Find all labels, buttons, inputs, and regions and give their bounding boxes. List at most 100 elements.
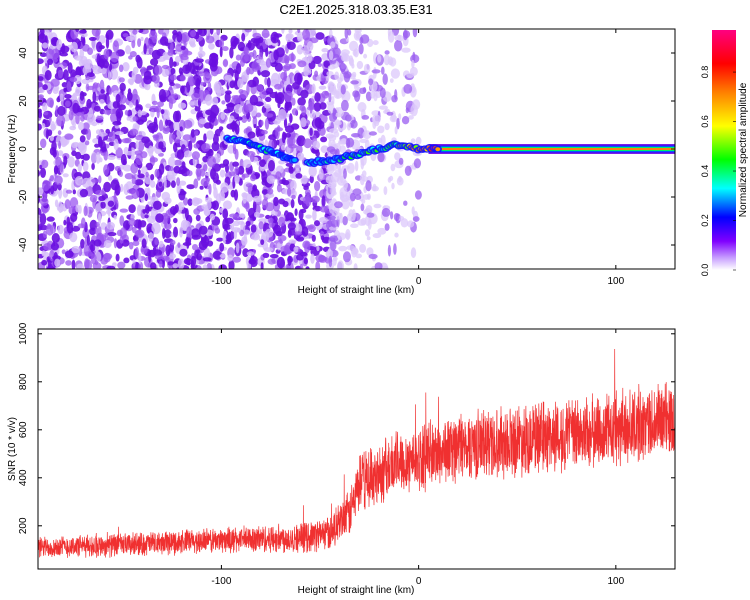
noise-speck — [271, 72, 280, 85]
noise-speck — [361, 198, 366, 204]
noise-speck — [56, 97, 61, 103]
noise-speck — [261, 189, 269, 195]
noise-speck — [311, 83, 316, 94]
noise-speck — [57, 201, 63, 214]
noise-speck — [330, 185, 336, 196]
noise-speck — [288, 239, 297, 244]
noise-speck — [326, 146, 336, 153]
noise-speck — [108, 87, 113, 95]
noise-speck — [321, 48, 329, 53]
noise-speck — [251, 61, 260, 72]
noise-speck — [146, 65, 154, 70]
noise-speck — [284, 90, 293, 103]
noise-speck — [38, 33, 47, 44]
noise-speck — [389, 78, 394, 83]
noise-speck — [390, 68, 400, 79]
noise-speck — [352, 49, 357, 57]
noise-speck — [258, 52, 264, 61]
noise-speck — [343, 251, 351, 263]
noise-speck — [393, 213, 400, 221]
noise-speck — [123, 257, 130, 264]
noise-speck — [137, 169, 141, 175]
noise-speck — [280, 144, 286, 151]
noise-speck — [44, 70, 52, 81]
noise-speck — [296, 144, 303, 155]
noise-speck — [300, 89, 309, 99]
noise-speck — [98, 132, 108, 137]
noise-speck — [90, 152, 97, 164]
noise-speck — [98, 195, 106, 202]
noise-speck — [173, 142, 178, 153]
noise-speck — [51, 140, 57, 152]
noise-speck — [75, 176, 84, 186]
noise-speck — [410, 104, 418, 117]
noise-speck — [75, 86, 81, 97]
noise-speck — [98, 213, 102, 225]
noise-speck — [161, 255, 170, 261]
noise-speck — [308, 98, 315, 107]
noise-speck — [249, 94, 259, 106]
noise-speck — [274, 83, 282, 90]
noise-speck — [125, 195, 134, 200]
noise-speck — [178, 102, 187, 109]
snr-x-ticks: -100 0 100 — [211, 329, 625, 587]
noise-speck — [78, 204, 82, 214]
noise-speck — [206, 130, 215, 140]
noise-speck — [104, 232, 109, 238]
noise-speck — [328, 255, 333, 268]
noise-speck — [152, 74, 160, 84]
noise-speck — [125, 36, 135, 42]
noise-speck — [207, 81, 212, 92]
noise-speck — [155, 190, 162, 198]
noise-speck — [141, 136, 151, 144]
noise-speck — [391, 182, 395, 190]
noise-speck — [265, 58, 272, 68]
noise-speck — [83, 205, 88, 217]
noise-speck — [220, 182, 229, 193]
noise-speck — [41, 250, 46, 257]
noise-speck — [91, 29, 101, 37]
noise-speck — [114, 165, 121, 172]
noise-speck — [79, 188, 89, 198]
noise-speck — [267, 188, 274, 195]
noise-speck — [359, 138, 368, 144]
noise-speck — [366, 247, 374, 256]
noise-speck — [172, 263, 179, 269]
noise-speck — [311, 234, 316, 242]
noise-speck — [260, 239, 265, 246]
noise-speck — [182, 134, 192, 141]
noise-speck — [107, 205, 111, 218]
noise-speck — [148, 232, 154, 242]
noise-speck — [202, 264, 208, 269]
noise-speck — [370, 90, 376, 99]
noise-speck — [216, 237, 224, 242]
noise-speck — [351, 209, 356, 221]
noise-speck — [377, 125, 385, 134]
noise-speck — [153, 116, 158, 129]
noise-speck — [209, 56, 219, 68]
noise-speck — [339, 212, 343, 224]
noise-speck — [252, 49, 257, 60]
noise-speck — [69, 77, 78, 83]
noise-speck — [317, 62, 323, 68]
noise-speck — [274, 96, 282, 104]
noise-speck — [67, 156, 75, 168]
noise-speck — [359, 87, 367, 95]
noise-speck — [396, 117, 400, 130]
noise-speck — [307, 105, 315, 111]
noise-speck — [404, 165, 412, 176]
noise-speck — [181, 161, 186, 169]
noise-speck — [198, 29, 207, 37]
noise-speck — [261, 198, 269, 209]
noise-speck — [195, 163, 202, 169]
noise-speck — [139, 110, 147, 116]
noise-speck — [41, 159, 49, 169]
noise-speck — [173, 226, 178, 238]
noise-speck — [42, 230, 48, 239]
noise-speck — [105, 36, 110, 49]
noise-speck — [328, 50, 334, 61]
noise-speck — [49, 135, 54, 142]
y-tick-label: 200 — [18, 517, 29, 534]
noise-speck — [299, 263, 304, 269]
noise-speck — [261, 129, 268, 135]
